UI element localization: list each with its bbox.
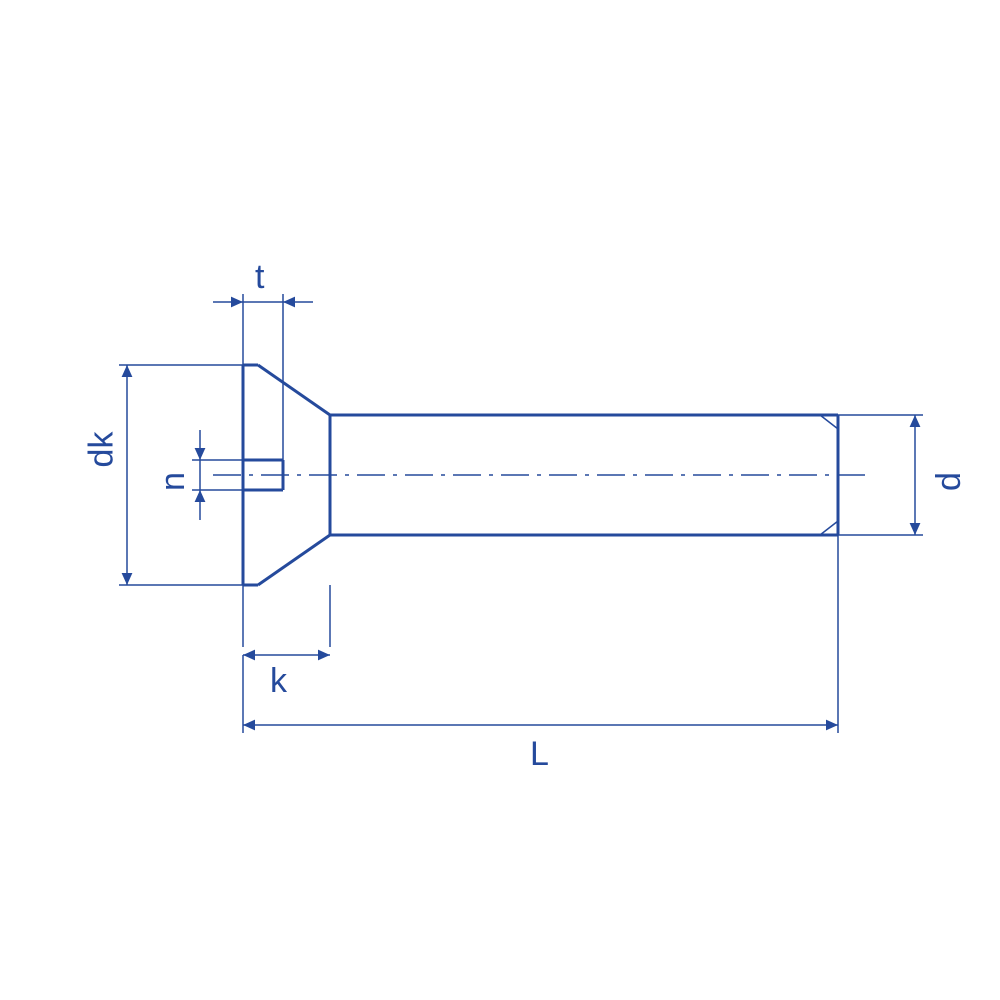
label-t: t (255, 258, 264, 297)
label-n: n (154, 472, 193, 491)
label-L: L (530, 735, 549, 774)
label-k: k (270, 662, 287, 701)
screw-technical-drawing (0, 0, 1000, 1000)
label-dk: dk (82, 432, 121, 468)
label-d: d (930, 472, 969, 491)
